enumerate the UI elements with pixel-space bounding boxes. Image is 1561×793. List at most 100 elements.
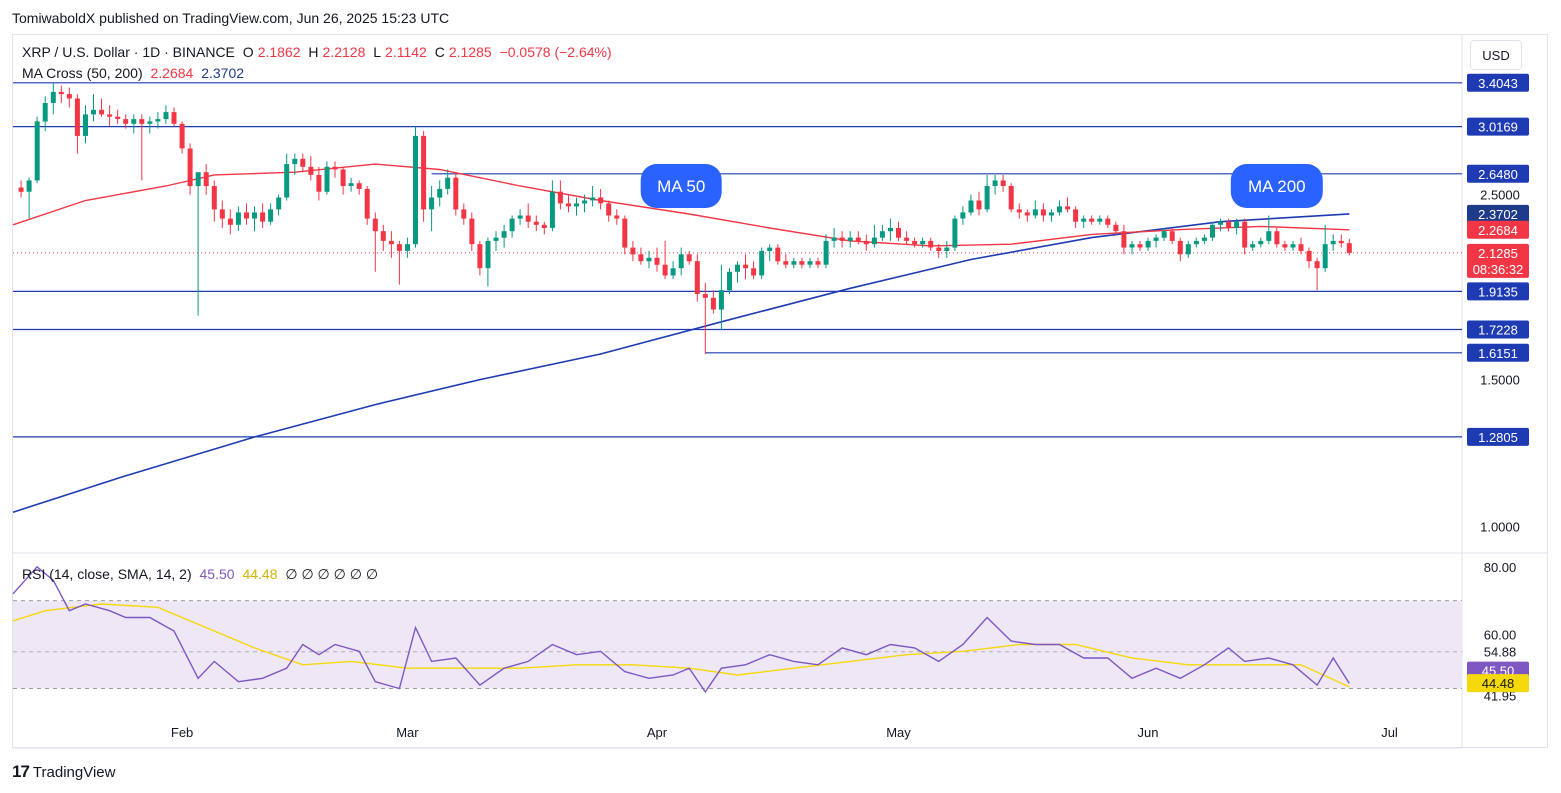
open-value: 2.1862 <box>257 44 301 60</box>
symbol-name[interactable]: XRP / U.S. Dollar · 1D · BINANCE <box>22 44 235 60</box>
annotation-bubble <box>640 164 722 208</box>
level-badge <box>1467 282 1529 301</box>
candle-body <box>847 237 853 241</box>
candle-body <box>823 240 829 265</box>
ma200-line <box>12 213 1350 513</box>
candle-body <box>413 135 418 245</box>
candle-body <box>920 240 926 245</box>
candle-body <box>227 218 233 225</box>
ma50-badge <box>1467 220 1529 239</box>
x-tick-label: Apr <box>647 725 668 740</box>
y-tick-label: 2.5000 <box>1480 188 1520 203</box>
candle-body <box>1145 240 1151 248</box>
candle-body <box>1113 224 1119 232</box>
tradingview-footer[interactable]: 17 TradingView <box>12 762 115 782</box>
level-badge-label: 1.6151 <box>1478 346 1518 361</box>
candle-body <box>1234 221 1240 228</box>
candle-body <box>1218 221 1223 225</box>
candle-body <box>1185 244 1191 255</box>
candle-body <box>485 240 491 269</box>
rsi-value: 45.50 <box>199 566 235 582</box>
candle-body <box>276 197 282 210</box>
candle-body <box>1081 218 1087 222</box>
candle-body <box>702 294 708 298</box>
candle-body <box>1057 206 1062 213</box>
candle-body <box>1065 206 1071 210</box>
candle-body <box>1193 240 1199 245</box>
candle-body <box>566 203 571 207</box>
candle-body <box>710 297 716 310</box>
candle-body <box>960 212 966 219</box>
candle-body <box>187 148 193 187</box>
candle-body <box>380 231 386 241</box>
ma200-badge <box>1467 204 1529 223</box>
symbol-legend: XRP / U.S. Dollar · 1D · BINANCE O 2.1862… <box>22 44 616 60</box>
currency-button[interactable]: USD <box>1470 40 1522 70</box>
candle-body <box>1250 244 1256 248</box>
rsi-extra-values: ∅ ∅ ∅ ∅ ∅ ∅ <box>285 566 379 582</box>
candle-body <box>107 114 113 117</box>
candle-body <box>58 91 64 95</box>
candle-body <box>1330 240 1336 245</box>
rsi-y-tick-label: 80.00 <box>1484 560 1517 575</box>
rsi-label: RSI (14, close, SMA, 14, 2) <box>22 566 192 582</box>
candle-body <box>944 247 950 251</box>
level-badge <box>1467 320 1529 339</box>
candle-body <box>831 237 837 241</box>
level-badge <box>1467 427 1529 446</box>
candle-body <box>179 123 185 149</box>
candle-body <box>590 197 596 201</box>
level-badge-label: 2.6480 <box>1478 167 1518 182</box>
candle-body <box>445 177 451 189</box>
rsi-sma-badge-label: 44.48 <box>1482 676 1515 691</box>
candle-body <box>348 183 354 186</box>
change-value: −0.0578 (−2.64%) <box>499 44 612 60</box>
candle-body <box>759 250 765 276</box>
ma50-value: 2.2684 <box>150 65 194 81</box>
candle-body <box>203 172 209 187</box>
candle-body <box>557 191 563 204</box>
candle-body <box>1298 244 1304 251</box>
candle-body <box>1129 244 1135 248</box>
last-price-badge <box>1467 243 1529 278</box>
x-tick-label: Mar <box>396 725 419 740</box>
candle-body <box>139 119 145 124</box>
ma50-badge-label: 2.2684 <box>1478 223 1518 238</box>
candle-body <box>268 209 274 222</box>
candle-body <box>614 215 620 219</box>
ma-legend[interactable]: MA Cross (50, 200) 2.2684 2.3702 <box>22 65 248 81</box>
low-label: L <box>373 44 382 60</box>
candle-body <box>670 268 676 276</box>
candle-body <box>1226 221 1232 228</box>
high-label: H <box>308 44 319 60</box>
candle-body <box>1322 244 1328 269</box>
low-value: 2.1142 <box>385 44 427 60</box>
candle-body <box>1258 240 1264 245</box>
candle-body <box>936 247 942 251</box>
candle-body <box>1073 209 1079 222</box>
candle-body <box>219 209 225 219</box>
x-tick-label: Jun <box>1138 725 1159 740</box>
candle-body <box>984 186 990 210</box>
candle-body <box>300 158 306 167</box>
rsi-legend[interactable]: RSI (14, close, SMA, 14, 2) 45.50 44.48 … <box>22 566 382 583</box>
open-label: O <box>242 44 254 60</box>
ma200-badge-label: 2.3702 <box>1478 207 1518 222</box>
candle-body <box>1274 231 1280 245</box>
annotation-bubble <box>1230 164 1323 208</box>
candle-body <box>83 114 88 136</box>
candle-body <box>396 244 402 251</box>
candle-body <box>26 180 32 192</box>
candle-body <box>388 240 394 245</box>
rsi-sma-value: 44.48 <box>242 566 278 582</box>
candle-body <box>598 197 604 204</box>
candle-body <box>211 186 217 210</box>
candle-body <box>992 180 998 186</box>
candle-body <box>1032 209 1038 216</box>
candle-body <box>131 119 137 124</box>
candle-body <box>1016 209 1022 213</box>
level-badge <box>1467 117 1529 136</box>
x-tick-label: Feb <box>171 725 193 740</box>
candle-body <box>743 264 749 269</box>
